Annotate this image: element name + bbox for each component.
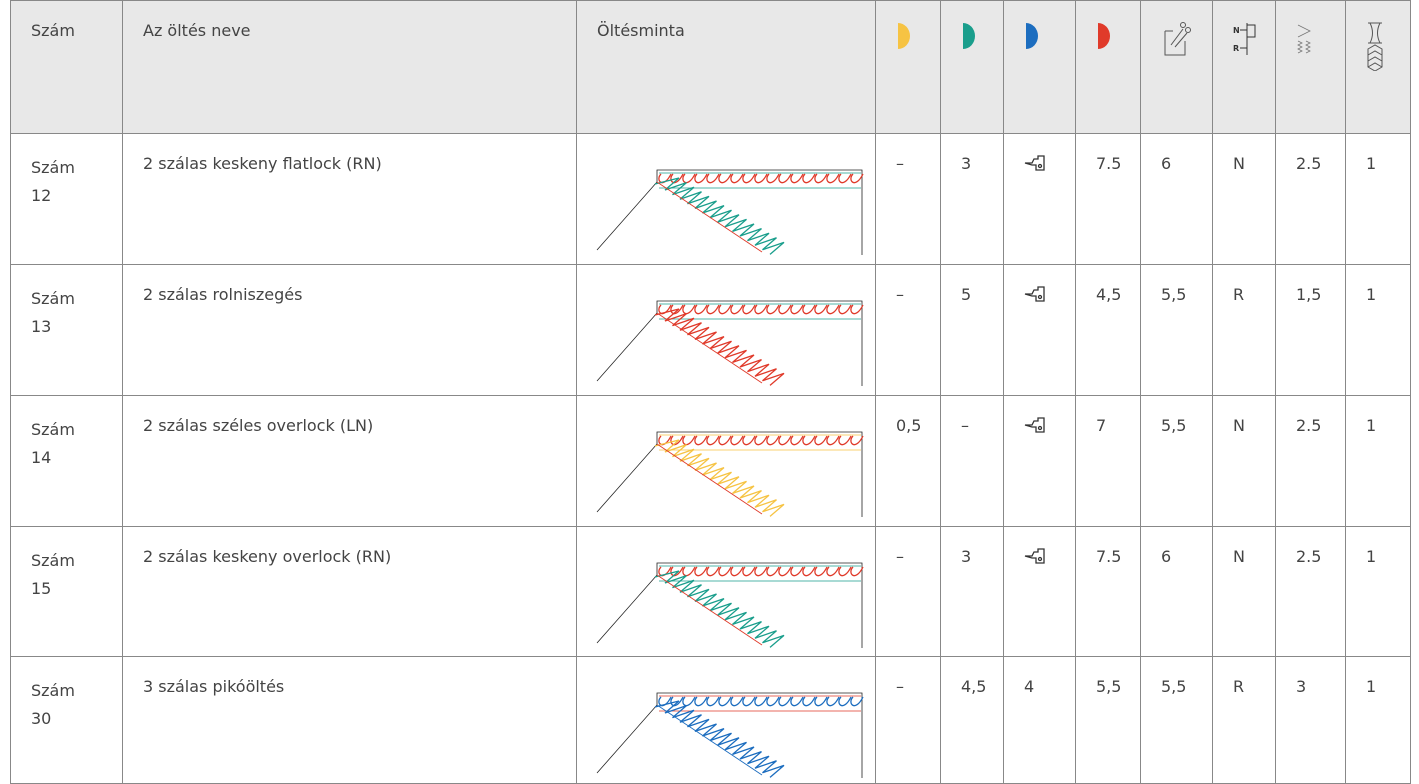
stitch-name: 2 szálas rolniszegés <box>122 264 577 396</box>
setting-cell: – <box>875 133 941 265</box>
setting-cell: 2.5 <box>1275 133 1346 265</box>
stitch-number-text: Szám 14 <box>31 420 75 467</box>
header-icon <box>1275 0 1346 134</box>
setting-cell: 5,5 <box>1075 656 1141 784</box>
setting-cell: N <box>1212 395 1276 527</box>
header-cell: Szám <box>10 0 123 134</box>
header-cell: Öltésminta <box>576 0 876 134</box>
stitch-image <box>576 395 876 527</box>
stitch-number: Szám 14 <box>10 395 123 527</box>
setting-cell: 1 <box>1345 526 1411 657</box>
setting-cell: 3 <box>940 133 1004 265</box>
stitch-image <box>576 656 876 784</box>
stitch-pattern <box>596 169 864 255</box>
table-body: Szám 12 2 szálas keskeny flatlock (RN) –3 7… <box>10 133 1411 784</box>
setting-cell: 7.5 <box>1075 526 1141 657</box>
setting-cell: 4,5 <box>1075 264 1141 396</box>
header-icon <box>1345 0 1411 134</box>
table-row: Szám 12 2 szálas keskeny flatlock (RN) –3 7… <box>10 133 1411 265</box>
stitch-number-text: Szám 15 <box>31 551 75 598</box>
setting-cell <box>1003 395 1076 527</box>
stitch-number-text: Szám 13 <box>31 289 75 336</box>
header-icon <box>1075 0 1141 134</box>
setting-cell: R <box>1212 264 1276 396</box>
presser-foot-icon <box>1024 286 1045 302</box>
setting-cell: 1,5 <box>1275 264 1346 396</box>
stitch-image <box>576 526 876 657</box>
setting-cell: – <box>875 526 941 657</box>
setting-cell: 2.5 <box>1275 395 1346 527</box>
setting-cell: 1 <box>1345 395 1411 527</box>
svg-text:R: R <box>1233 44 1239 53</box>
stitch-number: Szám 15 <box>10 526 123 657</box>
stitch-name: 2 szálas széles overlock (LN) <box>122 395 577 527</box>
setting-cell: 6 <box>1140 133 1213 265</box>
setting-cell: 2.5 <box>1275 526 1346 657</box>
table-row: Szám 15 2 szálas keskeny overlock (RN) –3 7… <box>10 526 1411 657</box>
setting-cell: 6 <box>1140 526 1213 657</box>
setting-cell: 4,5 <box>940 656 1004 784</box>
setting-cell: – <box>940 395 1004 527</box>
presser-foot-icon <box>1024 417 1045 433</box>
stitch-name: 2 szálas keskeny flatlock (RN) <box>122 133 577 265</box>
setting-cell: 4 <box>1003 656 1076 784</box>
presser-foot-icon <box>1024 548 1045 564</box>
setting-cell: 3 <box>940 526 1004 657</box>
stitch-pattern <box>596 562 864 648</box>
stitch-name: 3 szálas pikóöltés <box>122 656 577 784</box>
stitch-number-text: Szám 30 <box>31 681 75 728</box>
table-row: Szám 13 2 szálas rolniszegés –5 4,5 5,5 R 1,5 1 <box>10 264 1411 396</box>
stitch-number: Szám 30 <box>10 656 123 784</box>
stitch-number-text: Szám 12 <box>31 158 75 205</box>
setting-cell: 5,5 <box>1140 264 1213 396</box>
setting-cell: 0,5 <box>875 395 941 527</box>
header-icon <box>1003 0 1076 134</box>
setting-cell: – <box>875 264 941 396</box>
svg-text:N: N <box>1233 26 1240 35</box>
header-icon <box>1140 0 1213 134</box>
header-icon <box>875 0 941 134</box>
table-row: Szám 14 2 szálas széles overlock (LN) 0,5–… <box>10 395 1411 527</box>
presser-foot-icon <box>1024 155 1045 171</box>
stitch-image <box>576 264 876 396</box>
stitch-number: Szám 12 <box>10 133 123 265</box>
stitch-pattern <box>596 692 864 778</box>
setting-cell <box>1003 133 1076 265</box>
setting-cell: – <box>875 656 941 784</box>
setting-cell: 7 <box>1075 395 1141 527</box>
stitch-pattern <box>596 431 864 517</box>
stitch-pattern <box>596 300 864 386</box>
setting-cell: 5,5 <box>1140 395 1213 527</box>
setting-cell: 3 <box>1275 656 1346 784</box>
header-cell: Az öltés neve <box>122 0 577 134</box>
setting-cell: 5 <box>940 264 1004 396</box>
setting-cell: 7.5 <box>1075 133 1141 265</box>
stitch-number: Szám 13 <box>10 264 123 396</box>
setting-cell: R <box>1212 656 1276 784</box>
setting-cell <box>1003 526 1076 657</box>
table-row: Szám 30 3 szálas pikóöltés –4,5 4 5,5 5,5 R 3 1 <box>10 656 1411 784</box>
setting-cell: 1 <box>1345 264 1411 396</box>
setting-cell: N <box>1212 133 1276 265</box>
setting-cell: 5,5 <box>1140 656 1213 784</box>
setting-cell: 1 <box>1345 656 1411 784</box>
stitch-name: 2 szálas keskeny overlock (RN) <box>122 526 577 657</box>
setting-cell: 1 <box>1345 133 1411 265</box>
header-icon <box>940 0 1004 134</box>
setting-cell: N <box>1212 526 1276 657</box>
stitch-image <box>576 133 876 265</box>
setting-cell <box>1003 264 1076 396</box>
